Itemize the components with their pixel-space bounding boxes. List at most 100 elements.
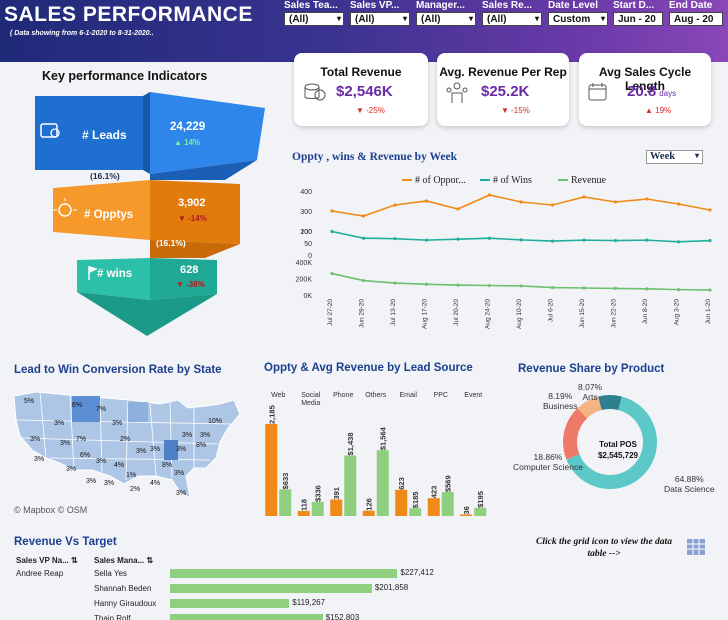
filter-manager[interactable]: Manager... (All) ▾ (416, 0, 476, 26)
revenue-bar[interactable] (170, 584, 372, 593)
map-attribution[interactable]: © Mapbox © OSM (14, 505, 88, 515)
state-rate-label: 7% (96, 406, 107, 413)
leads-icon (40, 123, 58, 138)
source-label: Event (464, 392, 482, 399)
filter-label: Sales Re... (482, 0, 533, 11)
data-point (582, 195, 586, 199)
filter-label: Start D... (613, 0, 655, 11)
state-rate-label: 3% (60, 440, 71, 447)
slice-label-arts: 8.07% Arts (578, 382, 603, 402)
opptys-band-side (150, 180, 240, 244)
data-point (424, 282, 429, 286)
donut-slice (598, 395, 622, 411)
state-highlight-2 (164, 440, 178, 460)
data-point (645, 197, 649, 201)
product-share-donut (563, 395, 657, 489)
oppty-bar (362, 510, 375, 516)
data-point (456, 237, 460, 241)
grid-icon[interactable] (686, 538, 706, 556)
data-point (676, 202, 681, 206)
filter-select[interactable]: (All) ▾ (482, 12, 542, 26)
filter-select[interactable]: (All) ▾ (416, 12, 476, 26)
filter-sales-rep[interactable]: Sales Re... (All) ▾ (482, 0, 542, 26)
x-tick-label: Jun 15-20 (579, 299, 586, 328)
oppty-data-label: 423 (430, 486, 439, 499)
filter-select[interactable]: Custom ▾ (548, 12, 608, 26)
chevron-down-icon: ▾ (402, 14, 407, 23)
filter-select[interactable]: Aug - 20 (669, 12, 723, 26)
data-point (424, 238, 429, 242)
filter-label: Sales Tea... (284, 0, 338, 11)
revenue-value: $227,412 (400, 568, 434, 577)
oppty-data-label: 2,185 (267, 405, 276, 424)
data-point (393, 203, 397, 207)
funnel-wins-value: 628 (180, 264, 199, 276)
kpi-card-unit: days (659, 89, 677, 98)
lightbulb-icon (58, 203, 72, 217)
revenue-bar[interactable] (170, 569, 398, 578)
funnel-wins-delta: ▼ -38% (176, 280, 205, 289)
kpi-card-total-revenue: Total Revenue $2,546K ▼ -25% (294, 53, 428, 126)
revenue-bar (311, 501, 324, 516)
revenue-bar (409, 508, 422, 516)
state-rate-label: 6% (80, 452, 91, 459)
filter-select[interactable]: (All) ▾ (350, 12, 410, 26)
x-tick-label: Jul 27-20 (327, 299, 334, 326)
y-tick-label: 200 (300, 229, 312, 236)
dashboard-title: SALES PERFORMANCE (4, 3, 253, 26)
source-label: Social (301, 392, 321, 399)
oppty-bar (460, 514, 473, 516)
x-tick-label: Aug 17-20 (422, 299, 429, 329)
data-point (613, 200, 618, 204)
data-point (393, 281, 397, 285)
kpi-card-delta: ▼ -25% (356, 106, 385, 115)
filter-date-level[interactable]: Date Level Custom ▾ (548, 0, 608, 26)
opportunities-series (331, 194, 711, 217)
source-label: Web (271, 392, 285, 399)
week-granularity-select[interactable]: Week ▾ (646, 150, 703, 164)
filter-end-date[interactable]: End Date Aug - 20 (669, 0, 723, 26)
oppty-bar (427, 498, 440, 516)
column-header-manager[interactable]: Sales Mana... ⇅ (94, 556, 154, 565)
manager-name: Hanny Giraudoux (94, 599, 157, 608)
state-highlight-3 (128, 402, 148, 422)
data-point (393, 237, 397, 241)
x-tick-label: Aug 3-20 (674, 299, 681, 326)
revenue-data-label: $569 (444, 475, 453, 492)
leads-band-side (150, 92, 265, 174)
legend-label: # of Oppor... (415, 175, 466, 186)
data-point (582, 238, 586, 242)
team-icon (446, 82, 468, 103)
x-tick-label: Jul 13-20 (390, 299, 397, 326)
filter-sales-vp[interactable]: Sales VP... (All) ▾ (350, 0, 410, 26)
kpi-card-title: Avg Sales Cycle Length (598, 65, 692, 93)
revenue-value: $119,267 (292, 598, 326, 607)
funnel-opptys-delta: ▼ -14% (178, 214, 207, 223)
revenue-bar[interactable] (170, 599, 290, 608)
legend-label: # of Wins (493, 175, 532, 186)
opptys-connector (150, 240, 240, 258)
data-point (456, 283, 460, 287)
filter-sales-team[interactable]: Sales Tea... (All) ▾ (284, 0, 344, 26)
y-tick-label: 0 (308, 253, 312, 260)
sort-icon: ⇅ (71, 556, 78, 565)
filter-select[interactable]: Jun - 20 (613, 12, 663, 26)
data-point (676, 240, 681, 244)
filter-start-date[interactable]: Start D... Jun - 20 (613, 0, 663, 26)
us-state-map[interactable] (10, 380, 244, 500)
source-label: Others (365, 392, 387, 399)
revenue-target-title: Revenue Vs Target (14, 536, 117, 548)
revenue-bar[interactable] (170, 614, 323, 620)
column-header-vp[interactable]: Sales VP Na... ⇅ (16, 556, 78, 565)
revenue-value: $201,858 (374, 583, 409, 592)
state-rate-label: 4% (150, 480, 161, 487)
revenue-data-label: $336 (314, 485, 323, 502)
data-point (424, 199, 429, 203)
oppty-data-label: 36 (462, 506, 471, 514)
revenue-bar (474, 507, 487, 516)
oppty-data-label: 623 (397, 477, 406, 490)
oppty-to-win-rate: (16.1%) (156, 238, 186, 248)
grid-icon-note: Click the grid icon to view the data tab… (536, 537, 672, 559)
revenue-data-label: $633 (281, 473, 290, 490)
filter-select[interactable]: (All) ▾ (284, 12, 344, 26)
